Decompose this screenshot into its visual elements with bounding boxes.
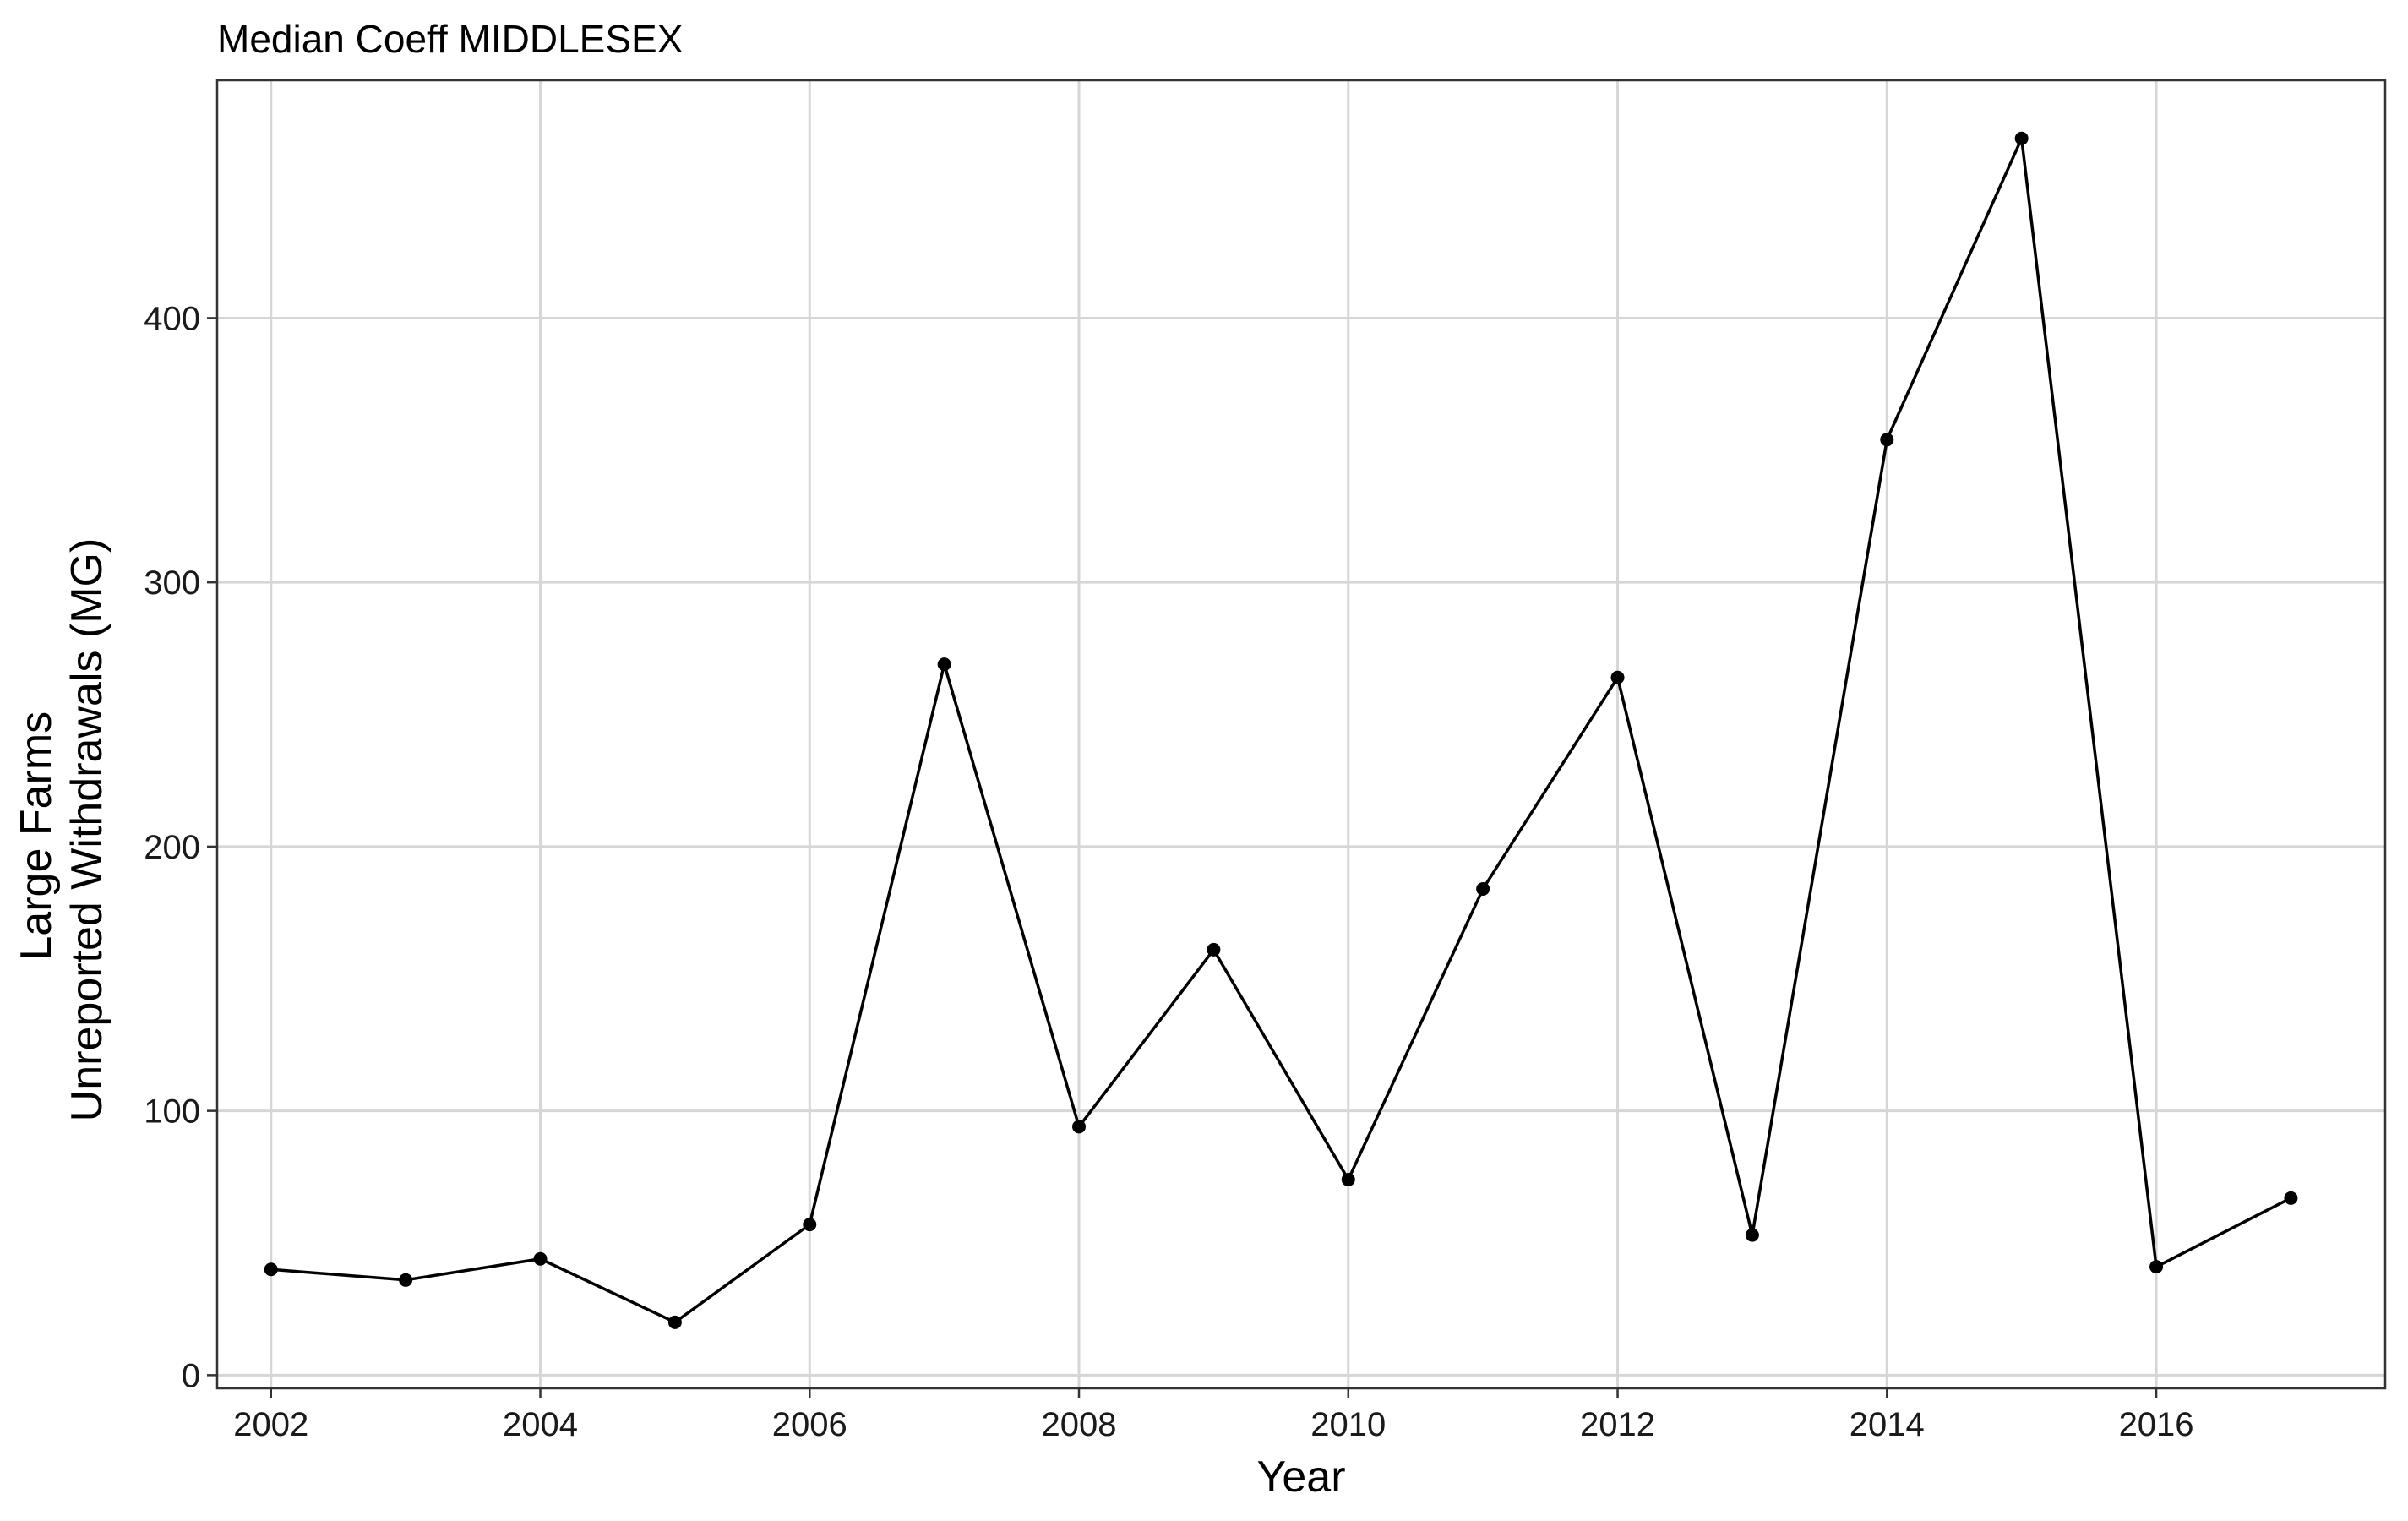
x-tick-label: 2014 xyxy=(1850,1406,1925,1443)
x-tick-label: 2006 xyxy=(772,1406,847,1443)
data-point xyxy=(1072,1120,1087,1134)
y-tick-label: 400 xyxy=(144,300,200,337)
x-tick-label: 2002 xyxy=(233,1406,308,1443)
data-point xyxy=(399,1273,413,1287)
x-tick-label: 2012 xyxy=(1580,1406,1655,1443)
data-point xyxy=(1341,1172,1355,1186)
chart-title: Median Coeff MIDDLESEX xyxy=(217,17,683,61)
data-point xyxy=(1880,433,1894,447)
y-tick-label: 100 xyxy=(144,1093,200,1131)
data-point xyxy=(533,1251,548,1266)
data-point xyxy=(2284,1191,2298,1205)
data-point xyxy=(2014,131,2029,145)
x-tick-label: 2008 xyxy=(1042,1406,1117,1443)
x-tick-label: 2010 xyxy=(1310,1406,1386,1443)
x-axis-title: Year xyxy=(1256,1453,1345,1502)
y-tick-label: 300 xyxy=(144,564,200,602)
data-point xyxy=(937,657,951,672)
x-tick-label: 2016 xyxy=(2119,1406,2194,1443)
y-tick-label: 0 xyxy=(182,1357,200,1394)
y-tick-label: 200 xyxy=(144,829,200,866)
data-point xyxy=(1610,670,1625,684)
data-point xyxy=(1745,1228,1759,1242)
axis-ticks: 2002 2004 2006 2008 2010 2012 2014 2016 0 100 200 3… xyxy=(144,300,2193,1443)
y-axis-title-line-1: Large Farms xyxy=(12,711,61,961)
plot-panel xyxy=(215,79,2387,1390)
series xyxy=(264,131,2298,1329)
data-point xyxy=(1476,881,1490,896)
x-tick-label: 2004 xyxy=(503,1406,578,1443)
gridlines xyxy=(217,80,2385,1388)
data-point xyxy=(2149,1260,2164,1274)
data-point xyxy=(667,1315,682,1329)
data-point xyxy=(1207,942,1221,957)
y-axis-title: Large Farms Unreported Withdrawals (MG) xyxy=(12,538,112,1122)
data-point xyxy=(803,1218,817,1232)
y-axis-title-line-2: Unreported Withdrawals (MG) xyxy=(63,538,112,1122)
series-line xyxy=(270,137,2292,1324)
data-point xyxy=(264,1262,278,1277)
